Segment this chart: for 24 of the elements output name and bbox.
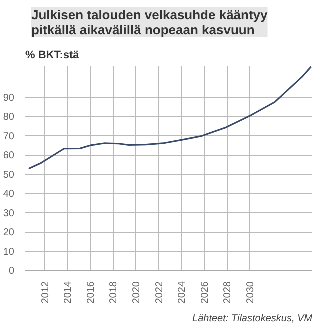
chart-title: Julkisen talouden velkasuhde kääntyy pitkällä aikavälillä nopeaan kasvuun	[32, 8, 269, 38]
x-tick-label: 2028	[222, 281, 234, 304]
y-tick-label: 30	[3, 208, 15, 220]
y-axis-title: % BKT:stä	[26, 50, 80, 62]
x-tick-label: 2020	[131, 281, 142, 304]
y-tick-label: 80	[3, 112, 15, 124]
line-series	[28, 66, 312, 170]
y-tick-label: 10	[3, 246, 15, 258]
y-tick-label: 60	[3, 150, 15, 162]
y-tick-label: 70	[3, 131, 15, 142]
x-tick-label: 2016	[86, 281, 97, 304]
y-tick-label: 0	[8, 266, 15, 277]
text: Lähteet: Tilastokeskus, VM	[192, 314, 314, 324]
y-tick-label: 40	[3, 189, 15, 200]
x-tick-label: 2026	[200, 281, 211, 304]
y-tick-label: 90	[3, 92, 15, 104]
y-tick-label: 20	[3, 228, 15, 239]
y-tick-label: 50	[3, 170, 15, 181]
x-tick-label: 2022	[154, 281, 166, 304]
x-tick-label: 2018	[108, 281, 120, 304]
x-tick-label: 2030	[245, 281, 256, 304]
x-tick-label: 2024	[177, 281, 188, 304]
x-tick-label: 2012	[40, 281, 52, 304]
x-tick-label: 2014	[63, 281, 74, 304]
